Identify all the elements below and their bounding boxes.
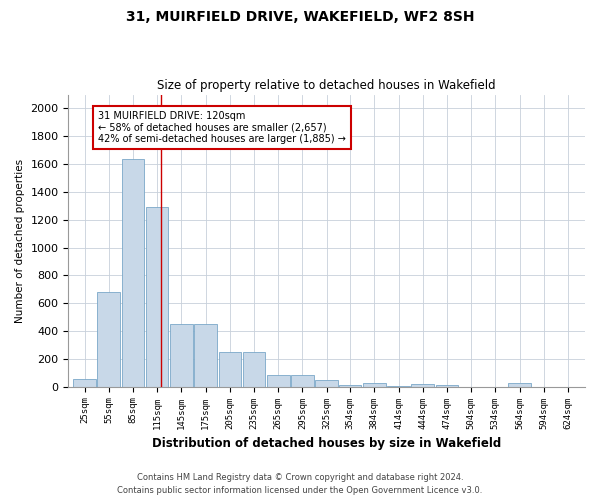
Bar [412, 384, 434, 386]
Y-axis label: Number of detached properties: Number of detached properties [15, 158, 25, 322]
Text: Contains HM Land Registry data © Crown copyright and database right 2024.
Contai: Contains HM Land Registry data © Crown c… [118, 474, 482, 495]
Bar [146, 207, 169, 386]
Bar [316, 380, 338, 386]
Bar [122, 158, 144, 386]
Bar [73, 379, 96, 386]
Bar [243, 352, 265, 386]
Text: 31 MUIRFIELD DRIVE: 120sqm
← 58% of detached houses are smaller (2,657)
42% of s: 31 MUIRFIELD DRIVE: 120sqm ← 58% of deta… [98, 111, 346, 144]
Bar [508, 382, 531, 386]
Text: 31, MUIRFIELD DRIVE, WAKEFIELD, WF2 8SH: 31, MUIRFIELD DRIVE, WAKEFIELD, WF2 8SH [126, 10, 474, 24]
Bar [339, 384, 361, 386]
Bar [194, 324, 217, 386]
X-axis label: Distribution of detached houses by size in Wakefield: Distribution of detached houses by size … [152, 437, 502, 450]
Bar [97, 292, 120, 386]
Bar [267, 375, 290, 386]
Title: Size of property relative to detached houses in Wakefield: Size of property relative to detached ho… [157, 79, 496, 92]
Bar [291, 375, 314, 386]
Bar [363, 383, 386, 386]
Bar [170, 324, 193, 386]
Bar [218, 352, 241, 386]
